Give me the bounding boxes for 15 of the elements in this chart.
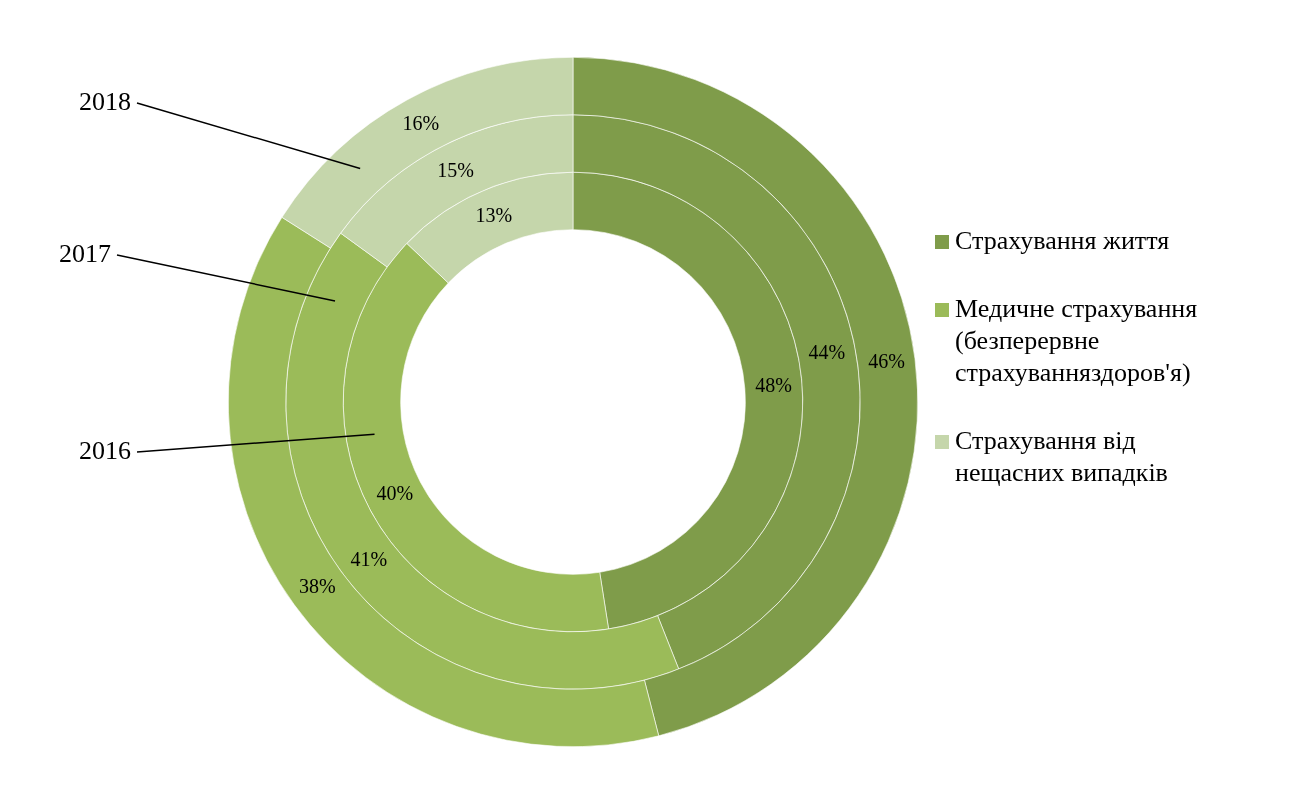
data-label: 46% — [868, 349, 905, 372]
slice-label: 2016 — [79, 435, 131, 465]
slice-label: 2017 — [59, 238, 111, 268]
data-label: 44% — [808, 340, 846, 363]
data-label: 40% — [376, 482, 414, 505]
legend-label: Страхування життя — [955, 225, 1170, 257]
data-label: 13% — [475, 204, 513, 227]
data-label: 16% — [402, 112, 440, 135]
data-label: 38% — [299, 574, 336, 597]
legend-label: Страхування від нещасних випадків — [955, 425, 1169, 489]
slice-label: 2018 — [79, 86, 131, 116]
data-label: 15% — [437, 158, 474, 181]
data-label: 41% — [350, 547, 388, 570]
legend-label: Медичне страхування (безперервне страхуванняздоров'я) — [955, 293, 1199, 389]
data-label: 48% — [755, 373, 792, 396]
